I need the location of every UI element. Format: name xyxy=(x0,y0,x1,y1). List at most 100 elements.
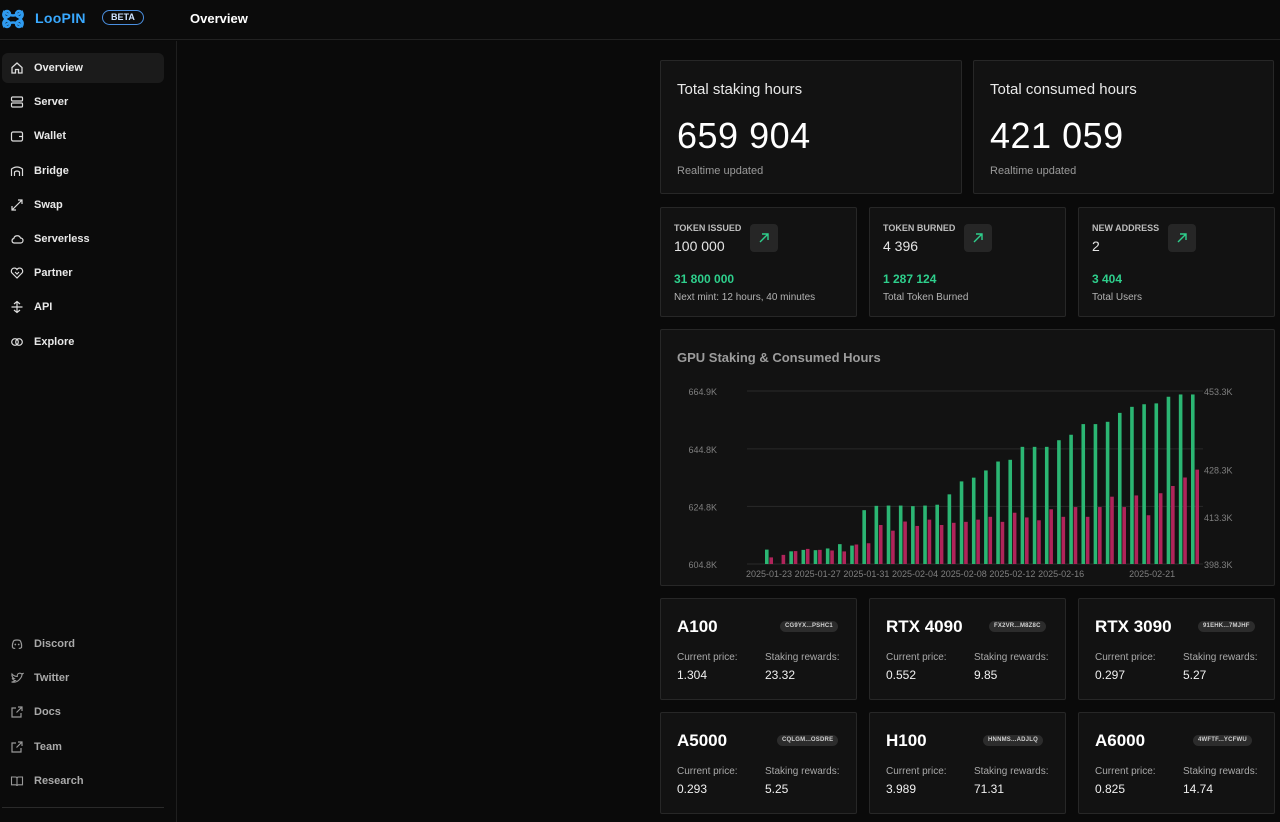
staking-rewards-value: 9.85 xyxy=(974,668,998,682)
token-issued-total: 31 800 000 xyxy=(674,272,735,286)
staking-rewards-label: Staking rewards: xyxy=(974,652,1049,663)
staking-rewards-label: Staking rewards: xyxy=(1183,766,1258,777)
gpu-name: H100 xyxy=(886,731,927,750)
swap-icon xyxy=(10,198,24,212)
sidebar-item-label: Team xyxy=(34,741,62,753)
x-tick-label: 2025-01-31 xyxy=(843,569,889,579)
sidebar-item-label: Explore xyxy=(34,336,75,348)
bar-staking-hours xyxy=(1044,446,1049,564)
app-name[interactable]: LooPIN xyxy=(35,10,86,26)
bar-consumed-hours xyxy=(842,551,847,564)
bar-staking-hours xyxy=(911,506,915,564)
card-subtitle: Realtime updated xyxy=(990,165,1077,177)
card-subtitle: Total Users xyxy=(1092,292,1143,303)
sidebar-item-team[interactable]: Team xyxy=(2,732,164,762)
token-issued-value: 100 000 xyxy=(674,238,725,254)
sidebar-item-label: Docs xyxy=(34,706,61,718)
bar-staking-hours xyxy=(1191,394,1195,564)
bar-staking-hours xyxy=(1069,434,1073,564)
bar-consumed-hours xyxy=(781,554,786,564)
gpu-name: A5000 xyxy=(677,731,728,750)
current-price-value: 1.304 xyxy=(677,668,708,682)
bar-consumed-hours xyxy=(1073,507,1078,564)
staking-rewards-value: 23.32 xyxy=(765,668,796,682)
staking-rewards-value: 5.27 xyxy=(1183,668,1207,682)
sidebar-item-docs[interactable]: Docs xyxy=(2,697,164,727)
bar-consumed-hours xyxy=(964,521,968,564)
beta-badge: BETA xyxy=(102,10,144,25)
gpu-card-rtx4090[interactable]: RTX 4090 FX2VR...M8Z8C Current price: St… xyxy=(869,598,1066,700)
sidebar-item-swap[interactable]: Swap xyxy=(2,190,164,220)
sidebar-item-label: Serverless xyxy=(34,233,90,245)
server-icon xyxy=(10,95,24,109)
staking-rewards-label: Staking rewards: xyxy=(974,766,1049,777)
sidebar-item-research[interactable]: Research xyxy=(2,766,164,796)
sidebar-item-label: Bridge xyxy=(34,165,69,177)
current-price-label: Current price: xyxy=(886,652,947,663)
sidebar-item-label: Discord xyxy=(34,638,75,650)
y-tick-label-right: 398.3K xyxy=(1204,560,1233,570)
sidebar-item-serverless[interactable]: Serverless xyxy=(2,224,164,254)
gpu-address-badge[interactable]: CQLGM...OSDRE xyxy=(777,735,839,746)
gpu-address-badge[interactable]: HNNMS...ADJLQ xyxy=(983,735,1043,746)
bar-staking-hours xyxy=(898,505,903,564)
sidebar-item-overview[interactable]: Overview xyxy=(2,53,164,83)
gpu-address-badge[interactable]: 91EHK...7MJHF xyxy=(1198,621,1255,632)
sidebar-item-label: Overview xyxy=(34,62,83,74)
bar-consumed-hours xyxy=(1061,516,1066,564)
bar-staking-hours xyxy=(923,505,927,564)
x-tick-label: 2025-02-16 xyxy=(1038,569,1084,579)
gpu-name: RTX 4090 xyxy=(886,617,963,636)
current-price-value: 0.825 xyxy=(1095,782,1126,796)
staking-hours-value: 659 904 xyxy=(677,115,811,156)
sidebar-item-label: Twitter xyxy=(34,672,70,684)
bar-staking-hours xyxy=(850,545,854,564)
bar-consumed-hours xyxy=(1049,509,1053,564)
sidebar-item-twitter[interactable]: Twitter xyxy=(2,663,164,693)
sidebar-item-wallet[interactable]: Wallet xyxy=(2,121,164,151)
sidebar-item-label: Wallet xyxy=(34,130,66,142)
gpu-address-badge[interactable]: FX2VR...M8Z8C xyxy=(989,621,1046,632)
bar-staking-hours xyxy=(984,470,988,564)
trend-up-button[interactable] xyxy=(964,224,992,252)
external-link-icon xyxy=(10,740,24,754)
sidebar-item-discord[interactable]: Discord xyxy=(2,629,164,659)
gpu-card-a5000[interactable]: A5000 CQLGM...OSDRE Current price: Staki… xyxy=(660,712,857,814)
bar-consumed-hours xyxy=(1122,507,1126,564)
chart-title: GPU Staking & Consumed Hours xyxy=(677,350,881,365)
sidebar-item-api[interactable]: API xyxy=(2,292,164,322)
discord-icon xyxy=(10,637,24,651)
twitter-icon xyxy=(10,671,24,685)
explore-icon xyxy=(10,335,24,349)
gpu-card-a6000[interactable]: A6000 4WFTF...YCFWU Current price: Staki… xyxy=(1078,712,1275,814)
trend-up-button[interactable] xyxy=(1168,224,1196,252)
card-title: Total staking hours xyxy=(677,81,803,98)
bar-staking-hours xyxy=(1008,459,1013,564)
sidebar-item-explore[interactable]: Explore xyxy=(2,327,164,357)
gpu-card-a100[interactable]: A100 CG9YX...PSHC1 Current price: Stakin… xyxy=(660,598,857,700)
current-price-label: Current price: xyxy=(1095,652,1156,663)
bar-staking-hours xyxy=(996,461,1000,564)
trend-up-button[interactable] xyxy=(750,224,778,252)
current-price-label: Current price: xyxy=(677,766,738,777)
gpu-address-badge[interactable]: 4WFTF...YCFWU xyxy=(1193,735,1252,746)
bar-staking-hours xyxy=(1057,440,1061,564)
bar-staking-hours xyxy=(874,505,879,564)
y-tick-label-left: 664.9K xyxy=(688,387,717,397)
card-title: Total consumed hours xyxy=(990,81,1137,98)
sidebar-item-label: Server xyxy=(34,96,69,108)
y-tick-label-left: 604.8K xyxy=(688,560,717,570)
bar-consumed-hours xyxy=(1085,516,1090,564)
bar-consumed-hours xyxy=(830,550,834,564)
sidebar-item-server[interactable]: Server xyxy=(2,87,164,117)
bar-staking-hours xyxy=(935,504,939,564)
bar-consumed-hours xyxy=(805,548,810,564)
loopin-logo-icon[interactable] xyxy=(0,7,26,31)
gpu-card-rtx3090[interactable]: RTX 3090 91EHK...7MJHF Current price: St… xyxy=(1078,598,1275,700)
bar-consumed-hours xyxy=(866,543,871,564)
sidebar-item-partner[interactable]: Partner xyxy=(2,258,164,288)
gpu-card-h100[interactable]: H100 HNNMS...ADJLQ Current price: Stakin… xyxy=(869,712,1066,814)
bar-staking-hours xyxy=(813,550,818,564)
sidebar-item-bridge[interactable]: Bridge xyxy=(2,156,164,186)
gpu-address-badge[interactable]: CG9YX...PSHC1 xyxy=(780,621,838,632)
